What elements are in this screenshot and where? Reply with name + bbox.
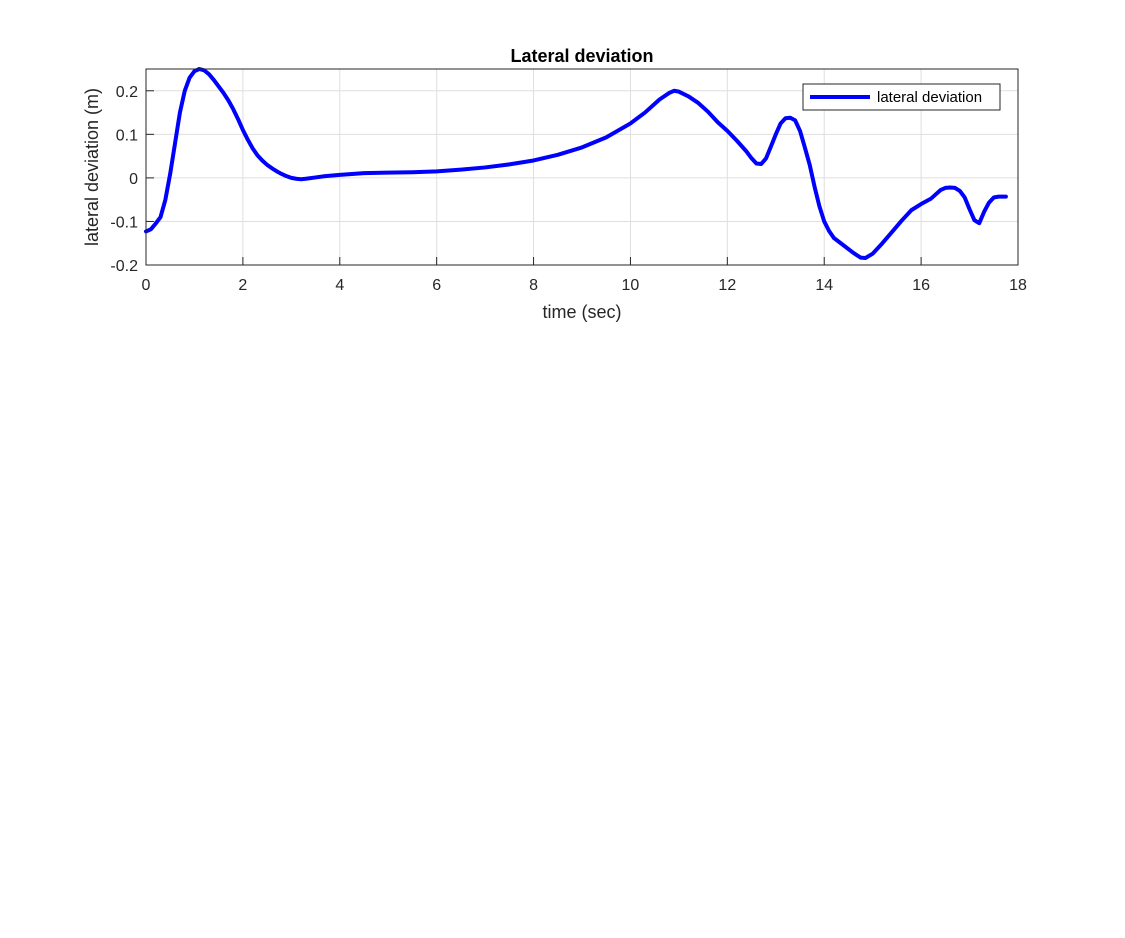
axes-box [145, 68, 1019, 266]
y-tick-label: 0.2 [116, 84, 138, 101]
x-tick-label: 2 [238, 277, 247, 294]
legend-label-lateral-deviation: lateral deviation [877, 89, 982, 106]
ticks: 0 2 4 6 8 10 12 14 16 18 -0.2 -0.1 0 0.1 0.2 [110, 84, 1027, 294]
x-axis-label: time (sec) [542, 302, 621, 322]
y-axis-label: lateral deviation (m) [82, 88, 102, 246]
x-tick-label: 10 [622, 277, 640, 294]
y-tick-label: -0.1 [110, 214, 138, 231]
y-tick-label: 0.1 [116, 127, 138, 144]
x-tick-label: 18 [1009, 277, 1027, 294]
x-tick-label: 0 [142, 277, 151, 294]
x-tick-label: 12 [718, 277, 736, 294]
y-tick-label: 0 [129, 171, 138, 188]
x-tick-label: 4 [335, 277, 344, 294]
x-tick-label: 16 [912, 277, 930, 294]
x-tick-label: 6 [432, 277, 441, 294]
series-layer [144, 67, 1008, 261]
legend[interactable]: lateral deviation [802, 83, 1001, 111]
y-tick-label: -0.2 [110, 258, 138, 275]
chart-title: Lateral deviation [510, 46, 653, 66]
series-line-lateral-deviation [144, 67, 1008, 261]
x-tick-label: 14 [815, 277, 833, 294]
x-tick-label: 8 [529, 277, 538, 294]
